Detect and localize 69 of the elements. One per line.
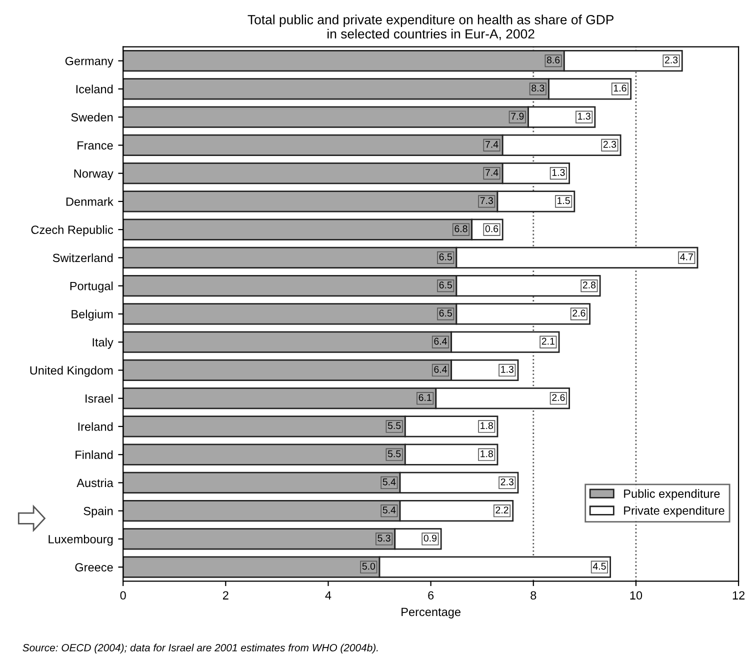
x-tick-label: 12 [732,591,745,600]
y-tick-label: Finland [76,450,113,459]
y-tick-label: Denmark [66,197,114,206]
data-label: 4.5 [592,562,606,570]
source-note: Source: OECD (2004); data for Israel are 2001 estimates from WHO (2004b). [22,644,378,654]
data-label: 1.3 [552,169,565,176]
y-tick-label: Ireland [78,422,113,431]
y-tick-label: United Kingdom [30,366,113,377]
data-label: 8.6 [546,56,560,64]
data-label: 5.0 [362,562,376,570]
y-tick-label: Israel [86,394,113,403]
data-label: 5.5 [388,422,401,430]
x-tick-label: 4 [325,591,332,600]
data-label: 5.5 [388,450,401,458]
data-label: 4.7 [680,254,693,260]
data-label: 2.6 [572,310,586,317]
data-label: 2.3 [500,478,514,486]
chart-title: Total public and private expenditure on health as share of GDP in selected countries in Eur-A, 2002 [248,14,614,40]
data-label: 2.6 [552,394,565,401]
data-label: 0.6 [485,225,498,232]
data-label: 6.4 [434,366,447,373]
data-label: 1.6 [614,84,626,92]
y-tick-label: Luxembourg [48,534,113,546]
x-tick-label: 10 [630,591,642,600]
data-label: 0.9 [424,534,437,542]
data-label: 2.3 [603,140,616,148]
y-tick-label: Spain [84,506,113,518]
x-tick-label: 2 [222,591,228,600]
y-tick-label: Czech Republic [31,225,114,236]
y-tick-label: Portugal [70,282,113,293]
data-label: 8.3 [532,84,544,92]
data-label: 1.8 [480,422,493,430]
data-label: 6.1 [418,394,432,401]
data-label: 5.4 [382,478,396,486]
y-tick-label: Italy [92,338,114,349]
data-label: 6.5 [439,253,452,260]
y-tick-label: Austria [76,478,114,488]
data-label: 5.3 [378,534,390,542]
y-tick-label: Switzerland [52,253,113,262]
y-tick-label: France [78,141,113,150]
data-label: 1.5 [558,197,570,204]
y-tick-label: Sweden [71,112,113,122]
x-tick-label: 0 [120,591,126,600]
y-tick-label: Greece [75,563,113,572]
y-tick-label: Norway [74,169,114,180]
data-label: 1.3 [501,366,514,373]
x-tick-label: 8 [530,591,536,600]
y-tick-label: Germany [65,56,114,68]
data-label: 6.5 [439,310,452,317]
y-tick-label: Iceland [76,84,113,94]
data-label: 7.4 [486,169,498,176]
data-label: 2.3 [664,56,678,64]
y-tick-label: Belgium [72,310,113,321]
data-label: 7.9 [511,112,524,120]
data-label: 1.3 [578,112,590,120]
data-label: 2.8 [582,282,596,288]
data-label: 1.8 [480,450,493,458]
data-label: 6.4 [434,338,447,345]
legend-label: Public expenditure [624,489,720,500]
x-tick-label: 6 [428,591,434,600]
data-label: 2.1 [542,338,554,345]
data-label: 5.4 [382,506,396,514]
x-axis-title: Percentage [402,608,460,618]
data-label: 7.4 [486,141,498,148]
data-label: 6.8 [454,225,468,232]
legend-label: Private expenditure [624,506,724,518]
data-label: 7.3 [480,197,493,204]
data-label: 6.5 [439,282,452,288]
data-label: 2.2 [496,506,508,514]
